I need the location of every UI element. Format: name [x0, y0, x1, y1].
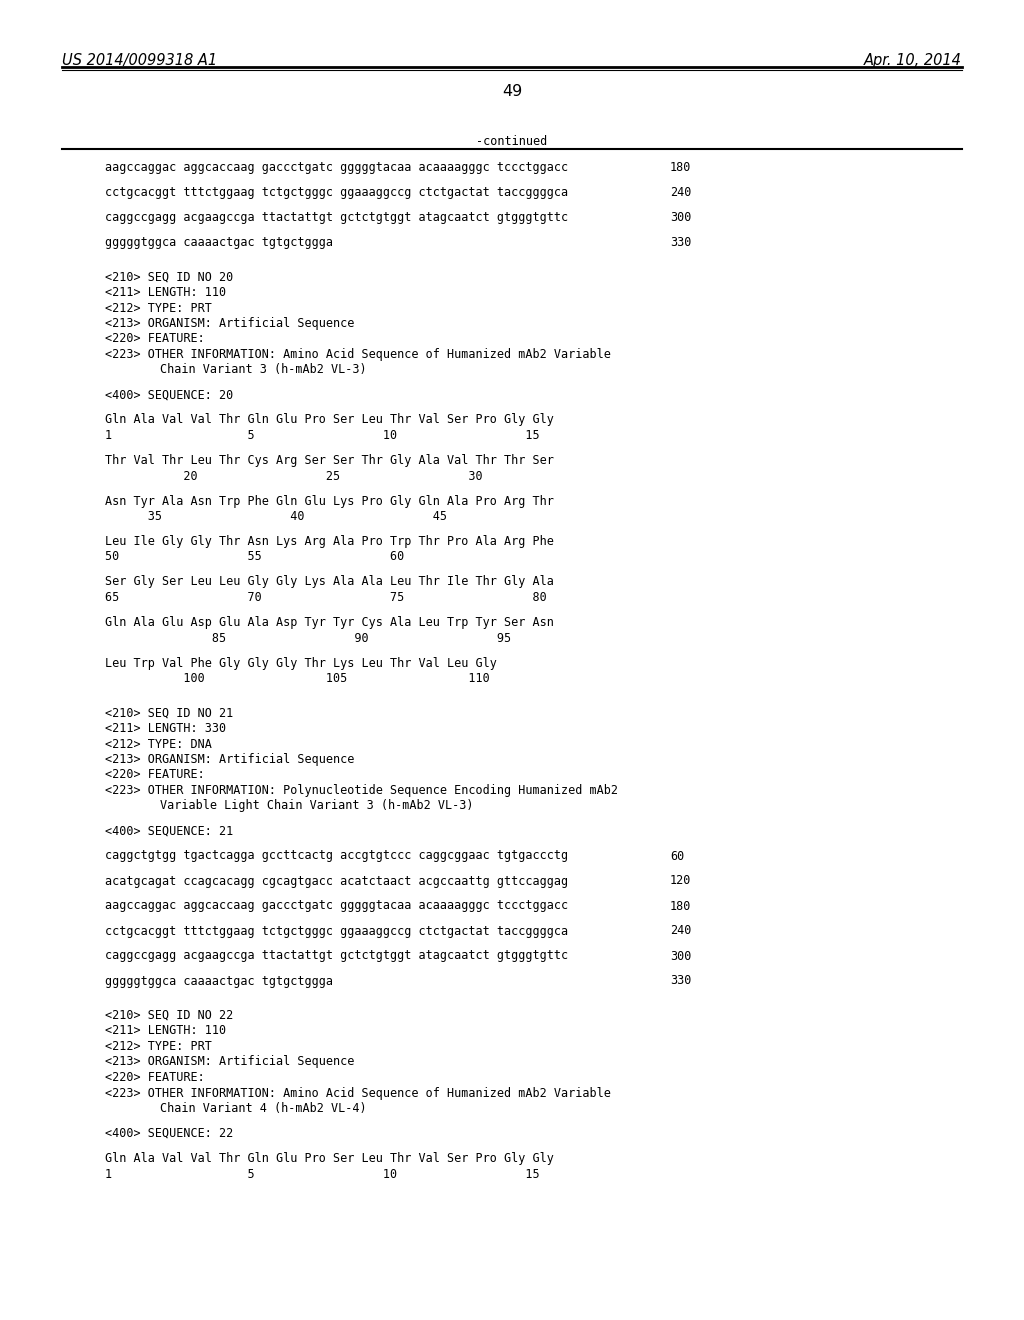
- Text: Leu Trp Val Phe Gly Gly Gly Thr Lys Leu Thr Val Leu Gly: Leu Trp Val Phe Gly Gly Gly Thr Lys Leu …: [105, 656, 497, 669]
- Text: <212> TYPE: PRT: <212> TYPE: PRT: [105, 301, 212, 314]
- Text: 240: 240: [670, 186, 691, 199]
- Text: <210> SEQ ID NO 21: <210> SEQ ID NO 21: [105, 706, 233, 719]
- Text: Chain Variant 3 (h-mAb2 VL-3): Chain Variant 3 (h-mAb2 VL-3): [160, 363, 367, 376]
- Text: 1                   5                  10                  15: 1 5 10 15: [105, 1167, 540, 1180]
- Text: caggccgagg acgaagccga ttactattgt gctctgtggt atagcaatct gtgggtgttc: caggccgagg acgaagccga ttactattgt gctctgt…: [105, 211, 568, 224]
- Text: gggggtggca caaaactgac tgtgctggga: gggggtggca caaaactgac tgtgctggga: [105, 236, 333, 249]
- Text: -continued: -continued: [476, 135, 548, 148]
- Text: 35                  40                  45: 35 40 45: [105, 510, 447, 523]
- Text: <220> FEATURE:: <220> FEATURE:: [105, 768, 205, 781]
- Text: 330: 330: [670, 974, 691, 987]
- Text: 330: 330: [670, 236, 691, 249]
- Text: <211> LENGTH: 330: <211> LENGTH: 330: [105, 722, 226, 735]
- Text: Gln Ala Val Val Thr Gln Glu Pro Ser Leu Thr Val Ser Pro Gly Gly: Gln Ala Val Val Thr Gln Glu Pro Ser Leu …: [105, 413, 554, 426]
- Text: 60: 60: [670, 850, 684, 862]
- Text: 1                   5                  10                  15: 1 5 10 15: [105, 429, 540, 442]
- Text: 240: 240: [670, 924, 691, 937]
- Text: <213> ORGANISM: Artificial Sequence: <213> ORGANISM: Artificial Sequence: [105, 317, 354, 330]
- Text: <211> LENGTH: 110: <211> LENGTH: 110: [105, 1024, 226, 1038]
- Text: cctgcacggt tttctggaag tctgctgggc ggaaaggccg ctctgactat taccggggca: cctgcacggt tttctggaag tctgctgggc ggaaagg…: [105, 186, 568, 199]
- Text: 100                 105                 110: 100 105 110: [105, 672, 489, 685]
- Text: <213> ORGANISM: Artificial Sequence: <213> ORGANISM: Artificial Sequence: [105, 752, 354, 766]
- Text: 300: 300: [670, 949, 691, 962]
- Text: caggctgtgg tgactcagga gccttcactg accgtgtccc caggcggaac tgtgaccctg: caggctgtgg tgactcagga gccttcactg accgtgt…: [105, 850, 568, 862]
- Text: <220> FEATURE:: <220> FEATURE:: [105, 1071, 205, 1084]
- Text: <400> SEQUENCE: 21: <400> SEQUENCE: 21: [105, 825, 233, 837]
- Text: 50                  55                  60: 50 55 60: [105, 550, 404, 564]
- Text: <211> LENGTH: 110: <211> LENGTH: 110: [105, 286, 226, 300]
- Text: <212> TYPE: DNA: <212> TYPE: DNA: [105, 738, 212, 751]
- Text: cctgcacggt tttctggaag tctgctgggc ggaaaggccg ctctgactat taccggggca: cctgcacggt tttctggaag tctgctgggc ggaaagg…: [105, 924, 568, 937]
- Text: <400> SEQUENCE: 20: <400> SEQUENCE: 20: [105, 388, 233, 401]
- Text: 49: 49: [502, 84, 522, 99]
- Text: Apr. 10, 2014: Apr. 10, 2014: [864, 53, 962, 69]
- Text: Gln Ala Glu Asp Glu Ala Asp Tyr Tyr Cys Ala Leu Trp Tyr Ser Asn: Gln Ala Glu Asp Glu Ala Asp Tyr Tyr Cys …: [105, 616, 554, 630]
- Text: <210> SEQ ID NO 22: <210> SEQ ID NO 22: [105, 1008, 233, 1022]
- Text: Thr Val Thr Leu Thr Cys Arg Ser Ser Thr Gly Ala Val Thr Thr Ser: Thr Val Thr Leu Thr Cys Arg Ser Ser Thr …: [105, 454, 554, 467]
- Text: <210> SEQ ID NO 20: <210> SEQ ID NO 20: [105, 271, 233, 284]
- Text: Gln Ala Val Val Thr Gln Glu Pro Ser Leu Thr Val Ser Pro Gly Gly: Gln Ala Val Val Thr Gln Glu Pro Ser Leu …: [105, 1152, 554, 1166]
- Text: <400> SEQUENCE: 22: <400> SEQUENCE: 22: [105, 1127, 233, 1140]
- Text: 65                  70                  75                  80: 65 70 75 80: [105, 591, 547, 605]
- Text: Variable Light Chain Variant 3 (h-mAb2 VL-3): Variable Light Chain Variant 3 (h-mAb2 V…: [160, 800, 473, 813]
- Text: <223> OTHER INFORMATION: Amino Acid Sequence of Humanized mAb2 Variable: <223> OTHER INFORMATION: Amino Acid Sequ…: [105, 1086, 611, 1100]
- Text: Leu Ile Gly Gly Thr Asn Lys Arg Ala Pro Trp Thr Pro Ala Arg Phe: Leu Ile Gly Gly Thr Asn Lys Arg Ala Pro …: [105, 535, 554, 548]
- Text: caggccgagg acgaagccga ttactattgt gctctgtggt atagcaatct gtgggtgttc: caggccgagg acgaagccga ttactattgt gctctgt…: [105, 949, 568, 962]
- Text: Chain Variant 4 (h-mAb2 VL-4): Chain Variant 4 (h-mAb2 VL-4): [160, 1102, 367, 1115]
- Text: 180: 180: [670, 161, 691, 174]
- Text: <220> FEATURE:: <220> FEATURE:: [105, 333, 205, 346]
- Text: 85                  90                  95: 85 90 95: [105, 631, 511, 644]
- Text: US 2014/0099318 A1: US 2014/0099318 A1: [62, 53, 217, 69]
- Text: <223> OTHER INFORMATION: Polynucleotide Sequence Encoding Humanized mAb2: <223> OTHER INFORMATION: Polynucleotide …: [105, 784, 618, 797]
- Text: aagccaggac aggcaccaag gaccctgatc gggggtacaa acaaaagggc tccctggacc: aagccaggac aggcaccaag gaccctgatc gggggta…: [105, 899, 568, 912]
- Text: 120: 120: [670, 874, 691, 887]
- Text: aagccaggac aggcaccaag gaccctgatc gggggtacaa acaaaagggc tccctggacc: aagccaggac aggcaccaag gaccctgatc gggggta…: [105, 161, 568, 174]
- Text: 300: 300: [670, 211, 691, 224]
- Text: 180: 180: [670, 899, 691, 912]
- Text: Asn Tyr Ala Asn Trp Phe Gln Glu Lys Pro Gly Gln Ala Pro Arg Thr: Asn Tyr Ala Asn Trp Phe Gln Glu Lys Pro …: [105, 495, 554, 507]
- Text: <213> ORGANISM: Artificial Sequence: <213> ORGANISM: Artificial Sequence: [105, 1056, 354, 1068]
- Text: gggggtggca caaaactgac tgtgctggga: gggggtggca caaaactgac tgtgctggga: [105, 974, 333, 987]
- Text: <212> TYPE: PRT: <212> TYPE: PRT: [105, 1040, 212, 1053]
- Text: 20                  25                  30: 20 25 30: [105, 470, 482, 483]
- Text: <223> OTHER INFORMATION: Amino Acid Sequence of Humanized mAb2 Variable: <223> OTHER INFORMATION: Amino Acid Sequ…: [105, 348, 611, 360]
- Text: acatgcagat ccagcacagg cgcagtgacc acatctaact acgccaattg gttccaggag: acatgcagat ccagcacagg cgcagtgacc acatcta…: [105, 874, 568, 887]
- Text: Ser Gly Ser Leu Leu Gly Gly Lys Ala Ala Leu Thr Ile Thr Gly Ala: Ser Gly Ser Leu Leu Gly Gly Lys Ala Ala …: [105, 576, 554, 589]
